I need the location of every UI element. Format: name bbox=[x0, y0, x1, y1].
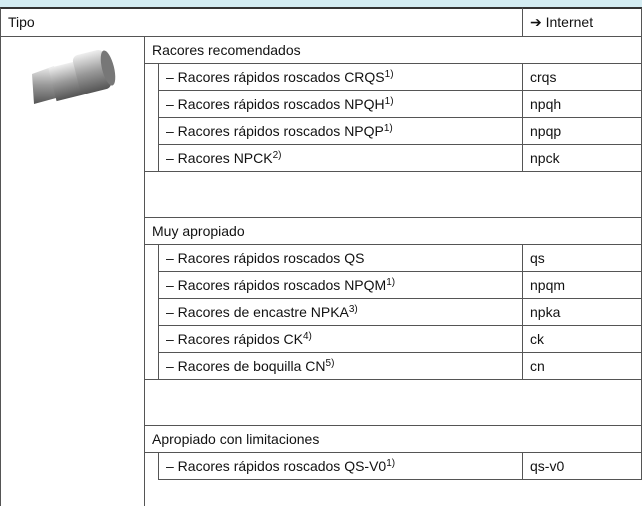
group-title: Muy apropiado bbox=[144, 217, 642, 245]
item-name: – Racores rápidos roscados NPQP1) bbox=[158, 117, 523, 145]
group-title: Apropiado con limitaciones bbox=[144, 425, 642, 453]
footnote-ref: 4) bbox=[302, 331, 312, 342]
item-name: – Racores rápidos roscados QS-V01) bbox=[158, 452, 523, 480]
group-title: Racores recomendados bbox=[144, 36, 642, 64]
footnote-ref: 1) bbox=[384, 69, 394, 80]
item-text: – Racores de encastre NPKA bbox=[166, 304, 349, 320]
item-name: – Racores rápidos roscados NPQM1) bbox=[158, 271, 523, 299]
item-link: crqs bbox=[522, 63, 642, 91]
item-text: – Racores rápidos roscados CRQS bbox=[166, 69, 385, 85]
spacer-row bbox=[144, 379, 642, 426]
top-band bbox=[0, 0, 642, 7]
header-type: Tipo bbox=[0, 7, 523, 37]
item-name: – Racores rápidos roscados QS bbox=[158, 244, 523, 272]
footnote-ref: 2) bbox=[272, 150, 282, 161]
item-link: qs bbox=[522, 244, 642, 272]
item-link: npqp bbox=[522, 117, 642, 145]
item-link: qs-v0 bbox=[522, 452, 642, 480]
item-link: npqh bbox=[522, 90, 642, 118]
item-text: – Racores rápidos roscados QS bbox=[166, 250, 365, 266]
spacer-row bbox=[144, 171, 642, 218]
header-internet: ➔ Internet bbox=[522, 7, 642, 37]
footnote-ref: 3) bbox=[348, 304, 358, 315]
image-column-border bbox=[144, 36, 145, 506]
left-border bbox=[0, 36, 1, 506]
item-text: – Racores rápidos roscados NPQH bbox=[166, 96, 385, 112]
item-link: npka bbox=[522, 298, 642, 326]
item-link: cn bbox=[522, 352, 642, 380]
footnote-ref: 5) bbox=[325, 358, 335, 369]
item-link: npqm bbox=[522, 271, 642, 299]
footnote-ref: 1) bbox=[384, 96, 394, 107]
item-text: – Racores rápidos roscados NPQP bbox=[166, 123, 384, 139]
item-text: – Racores rápidos CK bbox=[166, 331, 303, 347]
item-link: npck bbox=[522, 144, 642, 172]
item-name: – Racores rápidos CK4) bbox=[158, 325, 523, 353]
item-name: – Racores rápidos roscados NPQH1) bbox=[158, 90, 523, 118]
item-text: – Racores NPCK bbox=[166, 150, 273, 166]
footnote-ref: 1) bbox=[386, 458, 396, 469]
item-text: – Racores rápidos roscados QS-V0 bbox=[166, 458, 387, 474]
product-image bbox=[32, 49, 116, 104]
item-name: – Racores rápidos roscados CRQS1) bbox=[158, 63, 523, 91]
item-text: – Racores rápidos roscados NPQM bbox=[166, 277, 387, 293]
footnote-ref: 1) bbox=[383, 123, 393, 134]
item-link: ck bbox=[522, 325, 642, 353]
item-text: – Racores de boquilla CN bbox=[166, 358, 326, 374]
item-name: – Racores NPCK2) bbox=[158, 144, 523, 172]
item-name: – Racores de encastre NPKA3) bbox=[158, 298, 523, 326]
item-name: – Racores de boquilla CN5) bbox=[158, 352, 523, 380]
footnote-ref: 1) bbox=[386, 277, 396, 288]
